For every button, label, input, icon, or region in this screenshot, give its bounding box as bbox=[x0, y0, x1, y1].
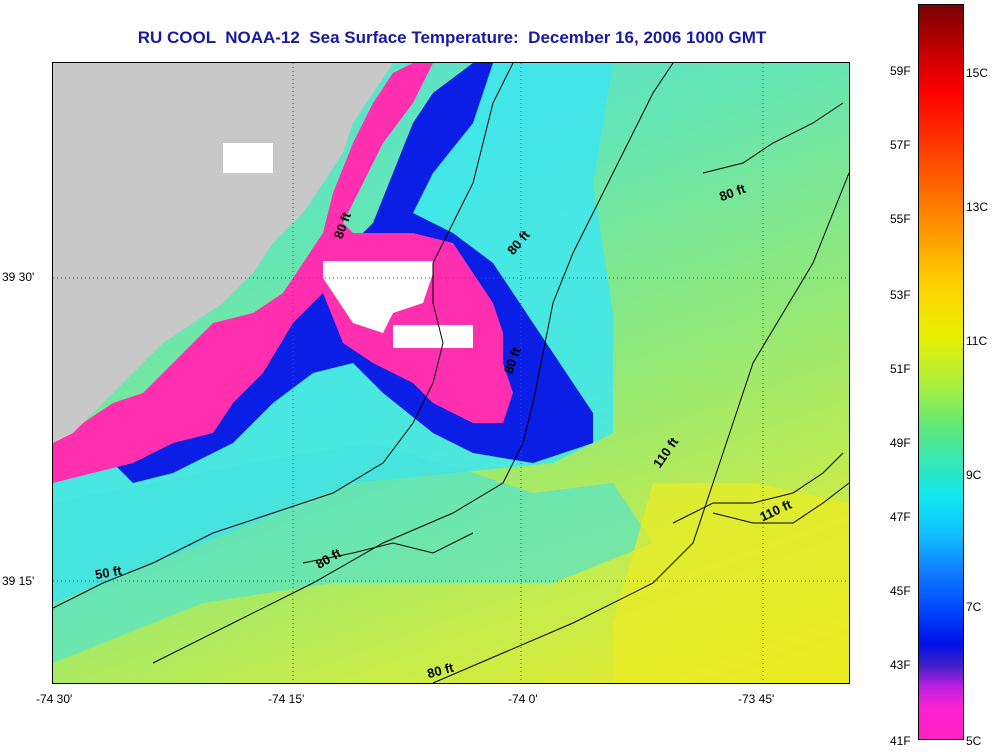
yellow-water bbox=[613, 483, 849, 683]
colorbar-f-label: 53F bbox=[890, 288, 911, 302]
colorbar-c-label: 11C bbox=[966, 334, 988, 348]
colorbar-c-label: 15C bbox=[966, 66, 989, 80]
colorbar-f-label: 41F bbox=[890, 734, 911, 748]
depth-contours bbox=[53, 63, 849, 683]
x-tick-label: -74 30' bbox=[36, 692, 73, 706]
x-tick-label: -74 0' bbox=[508, 692, 538, 706]
colorbar-gradient bbox=[919, 5, 963, 739]
colorbar-f-label: 47F bbox=[890, 510, 911, 524]
colorbar bbox=[918, 4, 964, 740]
x-tick-label: -73 45' bbox=[738, 692, 775, 706]
colorbar-c-label: 7C bbox=[966, 600, 982, 614]
sst-map: 50 ft 80 ft 80 ft 80 ft 80 ft 80 ft 80 f… bbox=[52, 62, 850, 684]
white-patch-2 bbox=[393, 325, 473, 348]
colorbar-f-label: 55F bbox=[890, 212, 911, 226]
pink-water bbox=[53, 63, 513, 483]
colorbar-f-label: 49F bbox=[890, 436, 911, 450]
colorbar-f-label: 51F bbox=[890, 362, 911, 376]
colorbar-f-label: 43F bbox=[890, 658, 911, 672]
colorbar-c-label: 5C bbox=[966, 734, 982, 748]
graticule bbox=[53, 63, 849, 683]
map-title: RU COOL NOAA-12 Sea Surface Temperature:… bbox=[137, 28, 767, 47]
land bbox=[53, 63, 393, 443]
colorbar-f-label: 59F bbox=[890, 64, 911, 78]
colorbar-f-label: 57F bbox=[890, 138, 911, 152]
white-patch-1 bbox=[323, 261, 433, 333]
colorbar-f-label: 45F bbox=[890, 584, 911, 598]
y-tick-label: 39 15' bbox=[2, 574, 35, 588]
colorbar-c-label: 9C bbox=[966, 468, 982, 482]
colorbar-c-label: 13C bbox=[966, 200, 989, 214]
x-tick-label: -74 15' bbox=[268, 692, 305, 706]
y-tick-label: 39 30' bbox=[2, 270, 35, 284]
white-patch-3 bbox=[223, 143, 273, 173]
sst-map-graphic bbox=[53, 63, 849, 683]
